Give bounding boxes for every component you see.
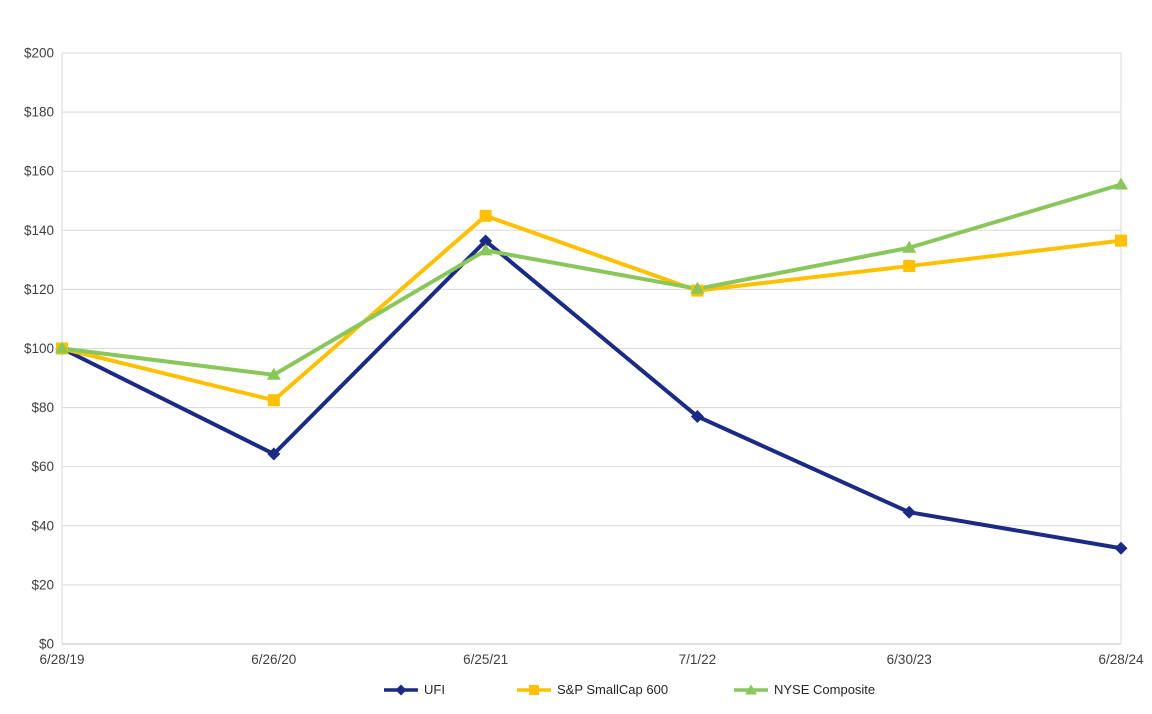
series-ufi-marker-diamond (902, 505, 916, 519)
y-axis-tick-label: $0 (39, 637, 54, 652)
y-axis-tick-label: $100 (24, 341, 54, 356)
series-nyse-composite-marker-triangle (1114, 177, 1128, 190)
legend-item-nyse-composite: NYSE Composite (733, 680, 875, 700)
legend-item-ufi: UFI (383, 680, 445, 700)
y-axis-tick-label: $80 (31, 400, 54, 415)
series-nyse-composite-marker-triangle (266, 367, 281, 380)
series-nyse-composite-marker-triangle (902, 240, 917, 253)
x-axis-tick-label: 6/28/19 (39, 652, 84, 667)
legend-label-ufi: UFI (424, 682, 445, 697)
y-axis-tick-label: $120 (24, 282, 54, 297)
series-s-p-smallcap-600-marker-square (903, 260, 916, 273)
series-ufi-marker-diamond (479, 234, 493, 248)
chart-legend: UFI S&P SmallCap 600 NYSE Composite (0, 678, 1152, 704)
x-axis-tick-label: 6/28/24 (1098, 652, 1144, 667)
x-axis-tick-label: 6/25/21 (463, 652, 508, 667)
series-ufi-marker-diamond (1114, 541, 1128, 555)
legend-key-s-p-smallcap-600 (517, 685, 551, 695)
legend-marker-diamond (395, 684, 407, 696)
legend-marker-triangle (745, 684, 757, 695)
y-axis-tick-label: $200 (24, 46, 54, 61)
series-line-s-p-smallcap-600 (60, 213, 1123, 403)
series-nyse-composite-marker-triangle (478, 243, 493, 256)
y-axis-tick-label: $180 (24, 105, 54, 120)
legend-key-nyse-composite (734, 684, 768, 695)
legend-label-s-p-smallcap-600: S&P SmallCap 600 (557, 682, 669, 697)
legend-marker-square (529, 685, 539, 695)
series-s-p-smallcap-600-marker-square (1115, 234, 1127, 247)
y-axis-tick-label: $40 (31, 518, 54, 533)
series-ufi-marker-diamond (267, 447, 281, 461)
series-nyse-composite-marker-triangle (690, 281, 705, 294)
y-axis-tick-label: $160 (24, 164, 54, 179)
y-axis-tick-label: $60 (31, 459, 54, 474)
y-axis-tick-label: $140 (24, 223, 54, 238)
series-ufi-marker-diamond (690, 409, 704, 423)
series-nyse-composite-marker-triangle (55, 341, 69, 354)
series-s-p-smallcap-600-marker-square (267, 394, 280, 407)
legend-item-s-p-smallcap-600: S&P SmallCap 600 (516, 680, 668, 700)
series-line-nyse-composite (60, 182, 1123, 377)
x-axis-tick-label: 6/26/20 (251, 652, 296, 667)
y-axis-tick-label: $20 (31, 577, 54, 592)
x-axis-tick-label: 6/30/23 (887, 652, 932, 667)
legend-label-nyse-composite: NYSE Composite (774, 682, 876, 697)
series-line-ufi (60, 238, 1123, 551)
x-axis-tick-label: 7/1/22 (679, 652, 717, 667)
legend-key-ufi (384, 684, 418, 696)
series-s-p-smallcap-600-marker-square (479, 209, 492, 222)
